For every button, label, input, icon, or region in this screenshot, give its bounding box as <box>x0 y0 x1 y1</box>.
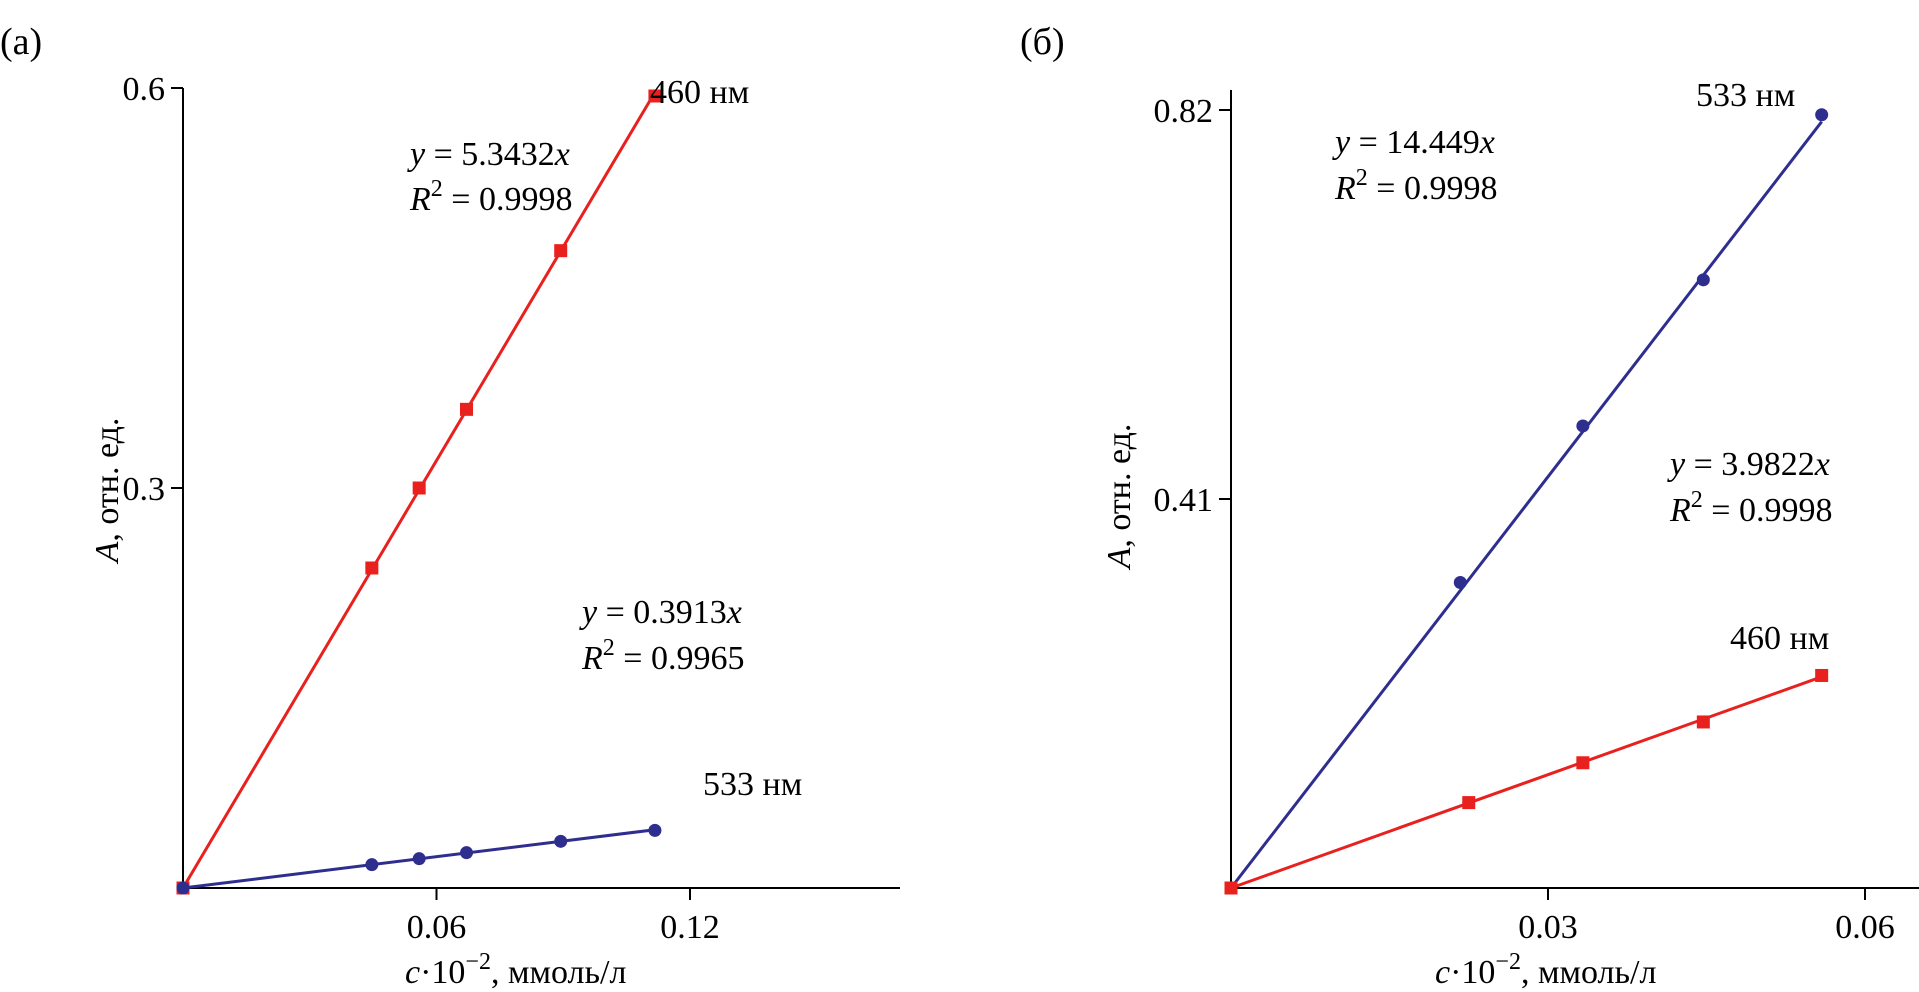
panel-a-equation-460: y = 5.3432x <box>407 136 570 173</box>
panel-a-xlabel: c·10−2, ммоль/л <box>405 949 626 991</box>
panel-a-series-1-point-3 <box>459 846 473 860</box>
panel-b-ylabel-var: A <box>1101 547 1138 570</box>
panel-b-r2-533: R2 = 0.9998 <box>1334 165 1497 207</box>
panel-b-series-1-point-2 <box>1576 756 1590 770</box>
panel-b-series-1-point-0 <box>1224 881 1238 895</box>
panel-a-label: (а) <box>0 21 42 63</box>
panel-b-ticks: 0.03 0.06 0.41 0.82 <box>1154 93 1895 946</box>
panel-b-fit-line-0 <box>1229 120 1823 889</box>
panel-a-series-0-point-4 <box>554 244 568 258</box>
panel-b-fit-line-1 <box>1230 675 1823 890</box>
panel-a-series-1-point-5 <box>648 823 662 837</box>
panel-b-xlabel-exp: −2 <box>1495 949 1521 975</box>
panel-a: (а) 0.06 0.12 0.3 0.6 A, отн. ед. c·10−2, м… <box>0 21 900 991</box>
panel-b-xtick-label-0: 0.03 <box>1518 909 1578 946</box>
panel-a-series-0-point-2 <box>412 481 426 495</box>
panel-b-series-1-point-4 <box>1815 668 1829 682</box>
panel-b-series-label-460: 460 нм <box>1730 620 1829 657</box>
panel-a-xtick-label-1: 0.12 <box>660 909 720 946</box>
panel-a-ylabel-var: A <box>89 541 126 564</box>
panel-a-series-1-point-4 <box>554 834 568 848</box>
panel-a-markers <box>176 89 662 895</box>
panel-a-ytick-label-0: 0.3 <box>123 471 166 508</box>
panel-b-series-0-point-1 <box>1453 575 1467 589</box>
panel-b: (б) 0.03 0.06 0.41 0.82 A, отн. ед. c·10−2,… <box>1020 21 1919 991</box>
panel-a-xlabel-exp: −2 <box>465 949 491 975</box>
panel-a-series-0-point-3 <box>459 402 473 416</box>
panel-a-series-1-point-2 <box>412 852 426 866</box>
panel-b-ylabel: A, отн. ед. <box>1101 424 1138 571</box>
panel-a-series-0-point-1 <box>365 561 379 575</box>
panel-a-ticks: 0.06 0.12 0.3 0.6 <box>123 71 720 946</box>
panel-a-xlabel-unit: , ммоль/л <box>491 954 627 991</box>
panel-b-series-0-point-3 <box>1696 273 1710 287</box>
panel-b-xlabel-unit: , ммоль/л <box>1521 954 1657 991</box>
panel-b-equation-460: y = 3.9822x <box>1667 446 1830 483</box>
panel-a-ytick-label-1: 0.6 <box>123 71 166 108</box>
panel-a-xtick-label-0: 0.06 <box>407 909 467 946</box>
panel-a-series-label-460: 460 нм <box>650 74 749 111</box>
panel-b-equation-533: y = 14.449x <box>1332 124 1495 161</box>
panel-a-series-1-point-0 <box>176 881 190 895</box>
panel-b-series-1-point-1 <box>1462 796 1476 810</box>
panel-b-xlabel: c·10−2, ммоль/л <box>1435 949 1656 991</box>
panel-b-ytick-label-0: 0.41 <box>1154 482 1214 519</box>
panel-b-axes <box>1230 90 1919 889</box>
panel-b-xtick-label-1: 0.06 <box>1835 909 1895 946</box>
panel-a-ylabel: A, отн. ед. <box>89 418 126 565</box>
panel-a-xlabel-rest: ·10 <box>420 954 465 991</box>
panel-b-r2-460: R2 = 0.9998 <box>1669 487 1832 529</box>
panel-b-ytick-label-1: 0.82 <box>1154 93 1214 130</box>
panel-a-series-1-point-1 <box>365 858 379 872</box>
panel-a-equation-533: y = 0.3913x <box>579 594 742 631</box>
panel-b-label: (б) <box>1020 21 1065 63</box>
panel-b-ylabel-rest: , отн. ед. <box>1101 424 1138 548</box>
panel-b-markers <box>1224 108 1829 895</box>
panel-a-xlabel-var: c <box>405 954 420 991</box>
panel-b-xlabel-rest: ·10 <box>1450 954 1495 991</box>
panel-a-series-0-point-5 <box>648 89 662 103</box>
panel-a-series-label-533: 533 нм <box>703 766 802 803</box>
panel-b-series-0-point-4 <box>1815 108 1829 122</box>
panel-b-series-label-533: 533 нм <box>1696 77 1795 114</box>
panel-a-r2-460: R2 = 0.9998 <box>409 176 572 218</box>
panel-b-xlabel-var: c <box>1435 954 1450 991</box>
panel-a-r2-533: R2 = 0.9965 <box>581 635 744 677</box>
panel-b-fit-lines <box>1229 120 1823 890</box>
panel-a-ylabel-rest: , отн. ед. <box>89 418 126 542</box>
panel-b-series-0-point-2 <box>1576 419 1590 433</box>
panel-b-series-1-point-3 <box>1696 715 1710 729</box>
